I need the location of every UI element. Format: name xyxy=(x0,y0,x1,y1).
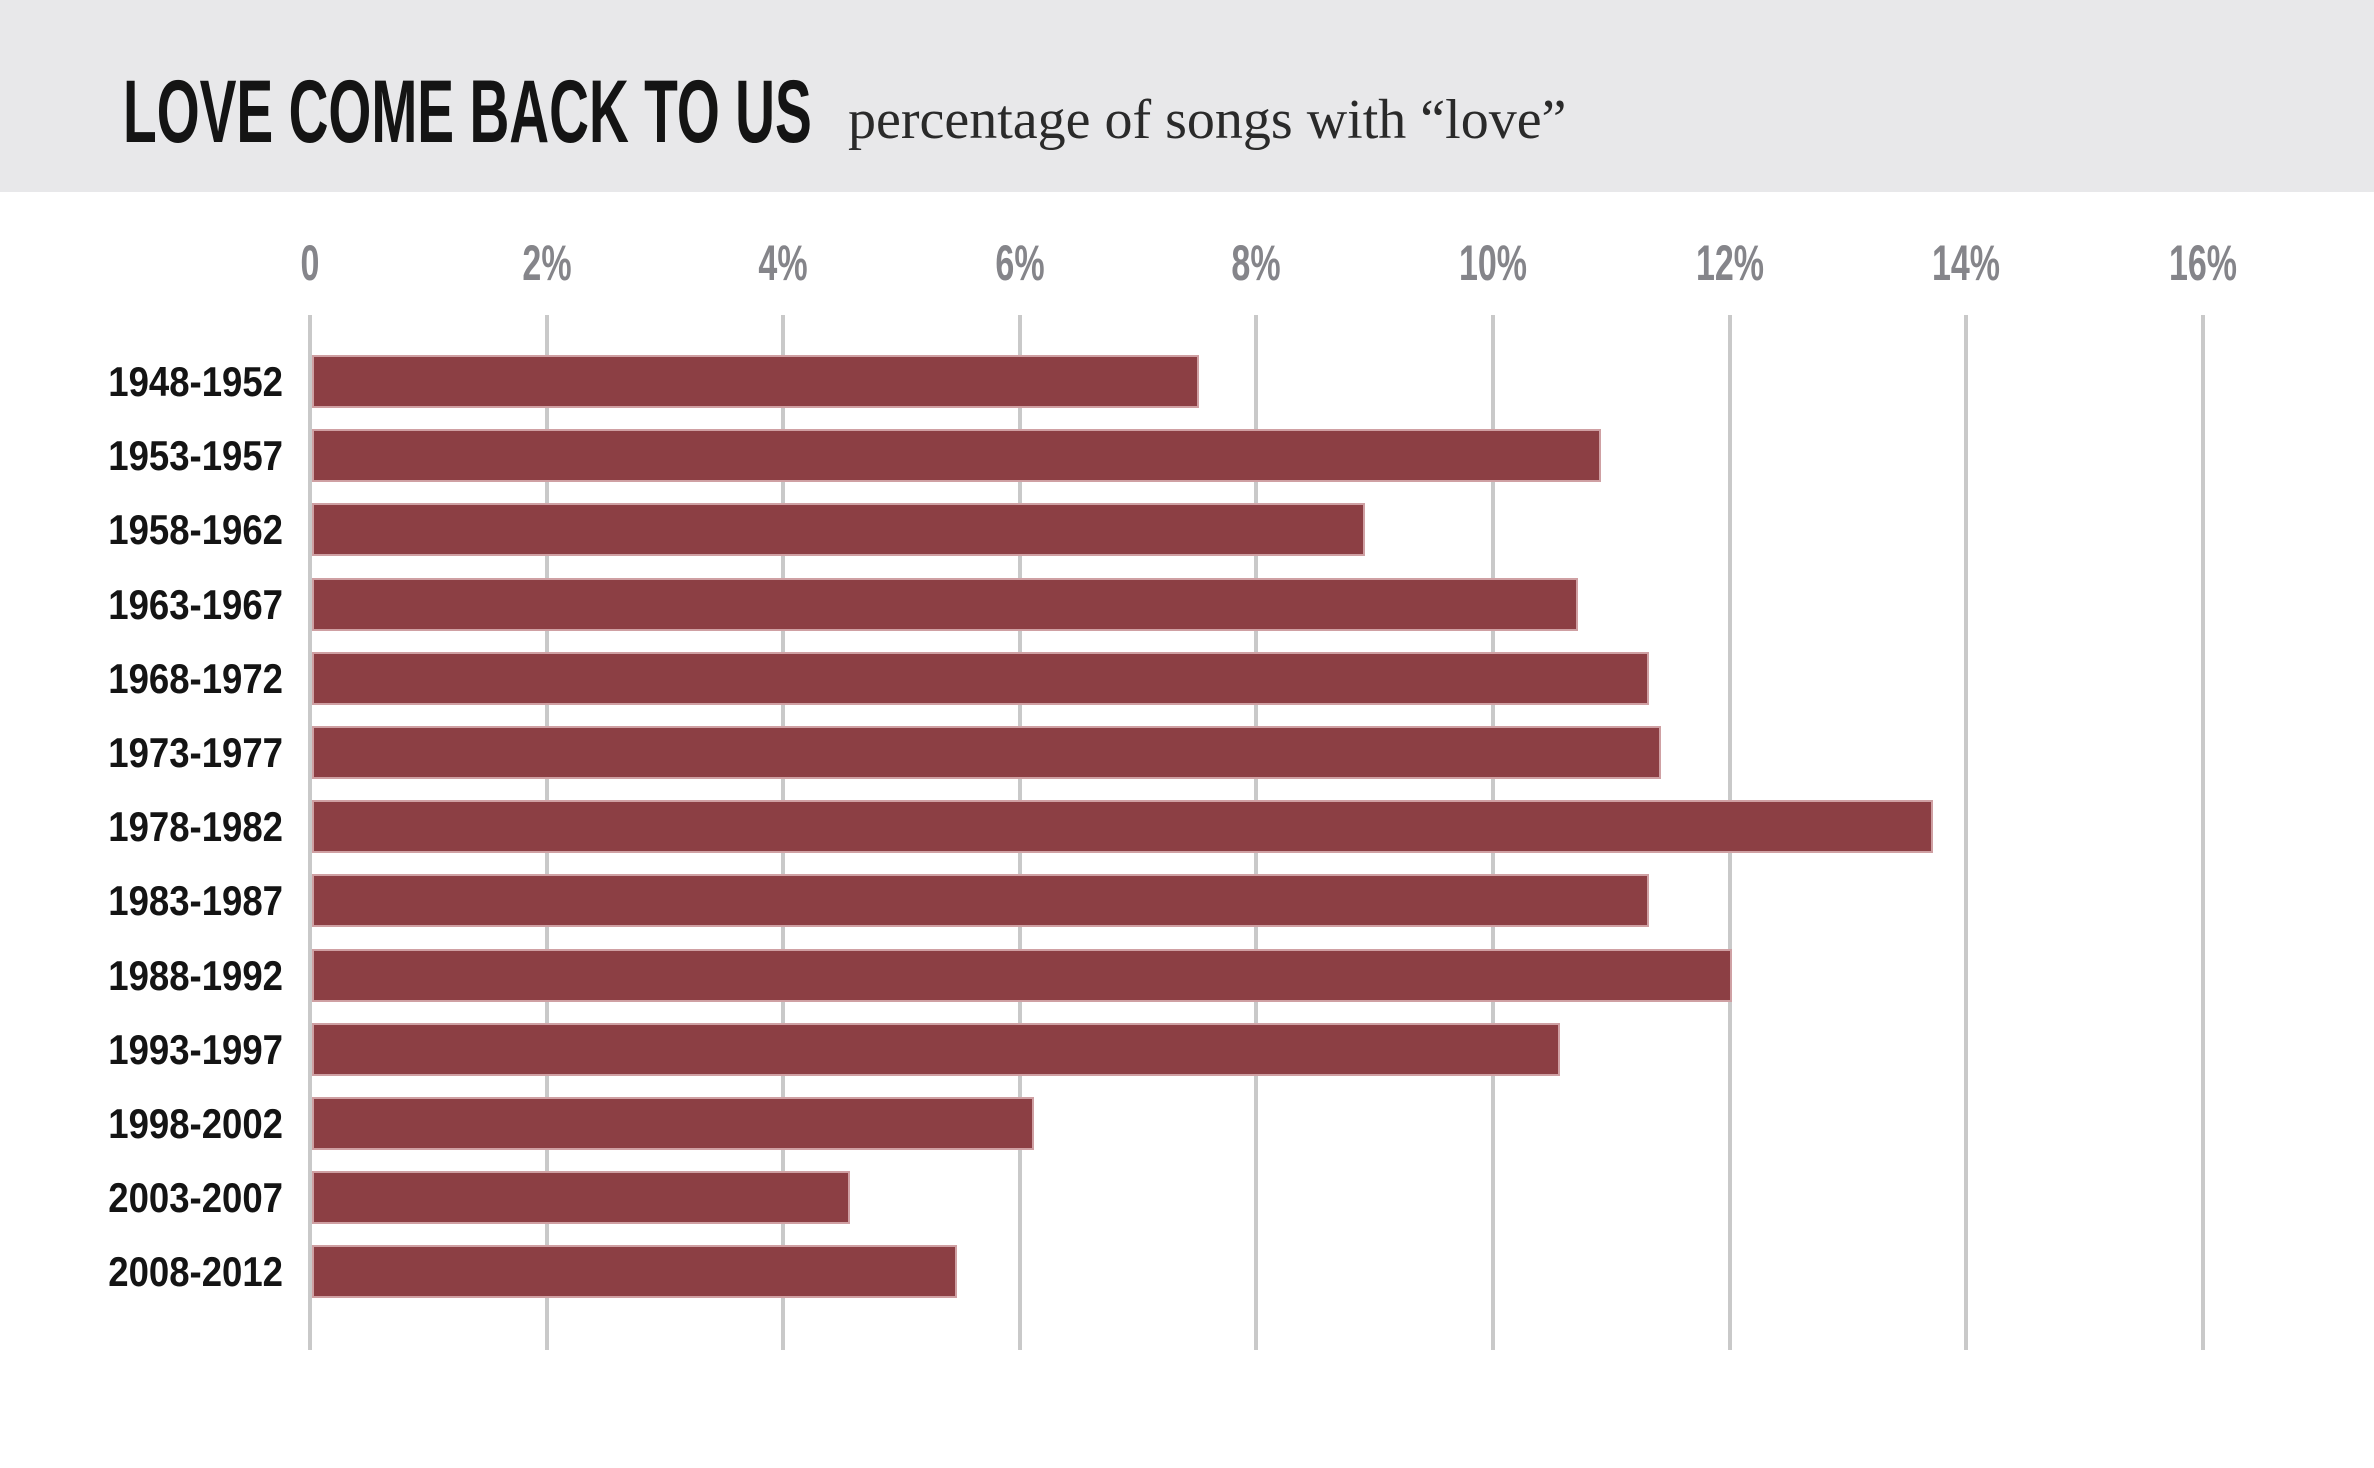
bar-1948-1952 xyxy=(312,355,1200,408)
x-tick-label-12%: 12% xyxy=(1695,235,1764,291)
x-tick-label-16%: 16% xyxy=(2168,235,2237,291)
category-label-1978-1982: 1978-1982 xyxy=(108,803,283,851)
category-label-1948-1952: 1948-1952 xyxy=(108,358,283,405)
category-label-1983-1987: 1983-1987 xyxy=(108,877,283,925)
bar-1983-1987 xyxy=(312,874,1649,928)
category-label-1968-1972: 1968-1972 xyxy=(108,654,283,702)
bar-2003-2007 xyxy=(312,1171,851,1225)
bar-2008-2012 xyxy=(312,1245,957,1299)
bar-1953-1957 xyxy=(312,429,1602,483)
x-tick-label-4%: 4% xyxy=(758,235,808,291)
chart-subtitle: percentage of songs with “love” xyxy=(848,89,1567,151)
x-tick-label-8%: 8% xyxy=(1231,235,1281,291)
x-tick-label-10%: 10% xyxy=(1458,235,1528,291)
chart-title-text: LOVE COME BACK TO US xyxy=(123,61,812,161)
category-label-1988-1992: 1988-1992 xyxy=(108,951,283,999)
category-label-1998-2002: 1998-2002 xyxy=(108,1100,283,1147)
category-label-1958-1962: 1958-1962 xyxy=(108,506,283,554)
category-label-2008-2012: 2008-2012 xyxy=(108,1248,283,1296)
x-tick-label-6%: 6% xyxy=(995,235,1045,291)
chart-header: LOVE COME BACK TO US percentage of songs… xyxy=(0,0,2374,192)
bar-1988-1992 xyxy=(312,948,1732,1002)
category-label-1973-1977: 1973-1977 xyxy=(108,729,283,776)
gridline-14% xyxy=(1964,315,1969,1350)
bar-1998-2002 xyxy=(312,1097,1034,1150)
bar-1973-1977 xyxy=(312,726,1661,779)
bar-chart-plot-area: 0 2% 4% 6% 8% 10% 12% 14% 16% 1948-1952 1953-1957… xyxy=(0,192,2374,1468)
category-label-1953-1957: 1953-1957 xyxy=(108,432,283,480)
x-tick-label-2%: 2% xyxy=(522,235,572,291)
gridline-16% xyxy=(2200,315,2205,1350)
bar-1958-1962 xyxy=(312,503,1365,557)
bar-1978-1982 xyxy=(312,800,1933,854)
category-label-2003-2007: 2003-2007 xyxy=(108,1174,283,1222)
gridline-0 xyxy=(308,315,312,1350)
chart-title: LOVE COME BACK TO US xyxy=(123,67,818,156)
x-tick-label-14%: 14% xyxy=(1932,235,2001,291)
bar-1993-1997 xyxy=(312,1022,1561,1076)
bar-1963-1967 xyxy=(312,577,1578,631)
category-label-1993-1997: 1993-1997 xyxy=(108,1025,283,1073)
category-label-1963-1967: 1963-1967 xyxy=(108,580,283,628)
bar-1968-1972 xyxy=(312,651,1649,705)
x-tick-label-0: 0 xyxy=(300,235,320,291)
